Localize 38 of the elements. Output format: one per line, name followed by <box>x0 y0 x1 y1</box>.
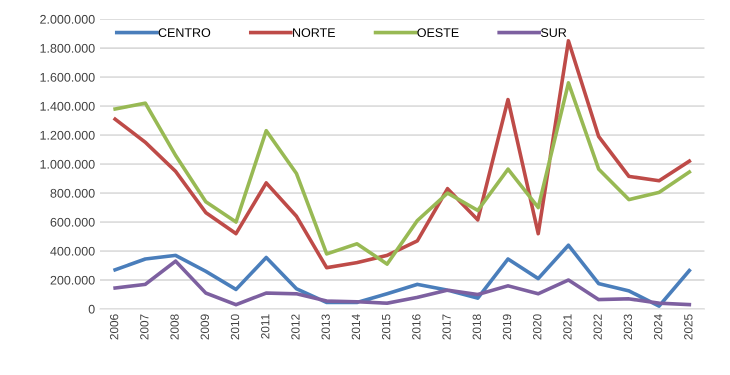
y-tick-label: 1.800.000 <box>40 44 95 53</box>
legend-label: CENTRO <box>158 28 210 38</box>
x-tick-label: 2006 <box>110 314 118 340</box>
y-tick-label: 1.600.000 <box>40 72 95 82</box>
x-tick-label: 2008 <box>170 314 179 340</box>
y-tick-label: 400.000 <box>50 246 95 256</box>
y-tick-label: 800.000 <box>50 188 95 198</box>
line-series <box>113 81 692 266</box>
legend-label: SUR <box>541 28 566 38</box>
x-tick-label: 2012 <box>291 314 300 340</box>
x-tick-label: 2019 <box>502 314 512 340</box>
x-tick-label: 2015 <box>382 314 390 340</box>
legend-label: OESTE <box>417 28 459 38</box>
y-tick-label: 2.000.000 <box>40 14 95 24</box>
y-tick-label: 200.000 <box>50 276 95 285</box>
x-tick-label: 2009 <box>200 314 209 340</box>
y-tick-label: 1.400.000 <box>40 102 95 111</box>
x-tick-label: 2021 <box>563 314 572 340</box>
y-tick-label: 1.000.000 <box>40 160 95 169</box>
line-series <box>113 39 692 270</box>
y-tick-label: 1.200.000 <box>40 130 95 140</box>
legend-label: NORTE <box>293 28 336 38</box>
x-tick-label: 2025 <box>684 314 693 340</box>
x-tick-label: 2023 <box>624 314 632 340</box>
x-tick-label: 2010 <box>230 314 240 340</box>
x-tick-label: 2017 <box>442 314 451 340</box>
x-tick-label: 2024 <box>654 314 662 340</box>
x-tick-label: 2007 <box>140 314 149 340</box>
y-tick-label: 0 <box>88 304 95 314</box>
y-tick-label: 600.000 <box>50 218 95 227</box>
x-tick-label: 2014 <box>352 314 360 340</box>
line-series <box>113 259 692 306</box>
x-tick-label: 2018 <box>472 314 481 340</box>
x-tick-label: 2020 <box>533 314 542 340</box>
x-tick-label: 2016 <box>412 314 421 340</box>
x-tick-label: 2022 <box>593 314 602 340</box>
x-tick-label: 2013 <box>321 314 330 340</box>
x-tick-label: 2011 <box>261 314 270 339</box>
